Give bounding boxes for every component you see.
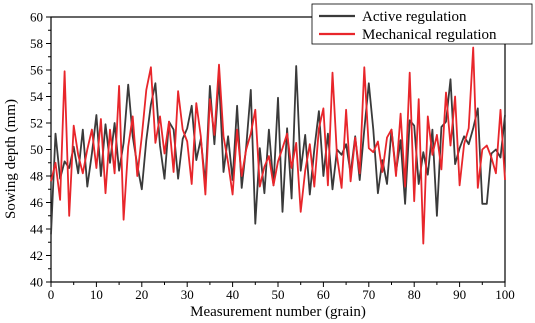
y-tick-label: 60 (30, 10, 43, 25)
y-axis: 40 42 44 46 48 50 52 54 56 58 60 (30, 10, 51, 290)
x-tick-label: 40 (226, 287, 239, 302)
x-axis: 0 10 20 30 40 50 60 70 80 90 100 (48, 282, 515, 302)
plot-area-border (50, 16, 506, 283)
x-tick-label: 70 (362, 287, 375, 302)
y-tick-label: 52 (30, 116, 43, 131)
legend: Active regulation Mechanical regulation (311, 3, 533, 45)
y-tick-label: 54 (30, 89, 44, 104)
x-tick-label: 20 (135, 287, 148, 302)
y-tick-label: 42 (30, 248, 43, 263)
legend-box (311, 3, 533, 45)
y-axis-label: Sowing depth (mm) (3, 99, 19, 219)
series-line-mechanical-regulation (50, 46, 506, 245)
y-tick-label: 46 (30, 195, 44, 210)
plot-frame (50, 16, 506, 283)
legend-label-active-regulation: Active regulation (362, 9, 467, 25)
series-line-active-regulation (50, 65, 506, 235)
x-tick-label: 80 (408, 287, 421, 302)
x-tick-label: 10 (90, 287, 103, 302)
y-tick-label: 56 (30, 63, 44, 78)
x-tick-label: 60 (317, 287, 330, 302)
x-tick-label: 30 (181, 287, 194, 302)
y-tick-label: 58 (30, 36, 43, 51)
x-axis-label: Measurement number (grain) (190, 304, 366, 320)
series-layer (50, 46, 506, 245)
y-tick-label: 40 (30, 275, 43, 290)
legend-label-mechanical-regulation: Mechanical regulation (362, 27, 497, 43)
y-tick-label: 50 (30, 142, 43, 157)
x-tick-label: 100 (495, 287, 515, 302)
x-tick-label: 90 (453, 287, 466, 302)
y-tick-label: 48 (30, 169, 43, 184)
y-tick-label: 44 (30, 222, 44, 237)
x-tick-label: 50 (272, 287, 285, 302)
x-tick-label: 0 (48, 287, 55, 302)
